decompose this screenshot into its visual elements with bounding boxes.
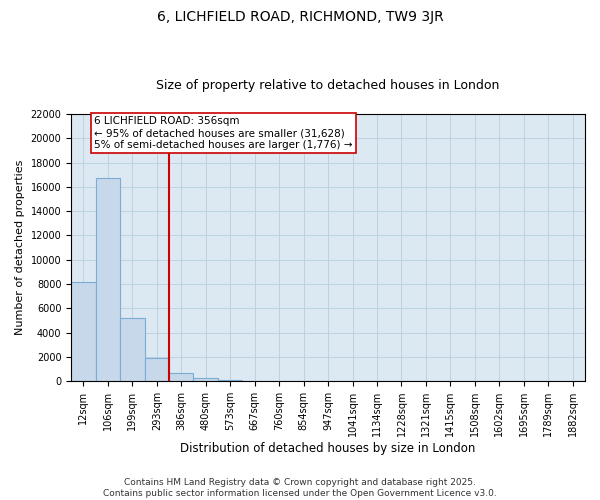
Bar [145,358,169,381]
Bar [120,318,145,381]
Bar [95,178,120,381]
Bar [71,282,95,381]
X-axis label: Distribution of detached houses by size in London: Distribution of detached houses by size … [181,442,476,455]
Bar [193,378,218,381]
Text: 6, LICHFIELD ROAD, RICHMOND, TW9 3JR: 6, LICHFIELD ROAD, RICHMOND, TW9 3JR [157,10,443,24]
Bar [242,380,267,381]
Bar [218,380,242,381]
Title: Size of property relative to detached houses in London: Size of property relative to detached ho… [157,79,500,92]
Text: Contains HM Land Registry data © Crown copyright and database right 2025.
Contai: Contains HM Land Registry data © Crown c… [103,478,497,498]
Y-axis label: Number of detached properties: Number of detached properties [15,160,25,336]
Bar [169,372,193,381]
Text: 6 LICHFIELD ROAD: 356sqm
← 95% of detached houses are smaller (31,628)
5% of sem: 6 LICHFIELD ROAD: 356sqm ← 95% of detach… [94,116,353,150]
